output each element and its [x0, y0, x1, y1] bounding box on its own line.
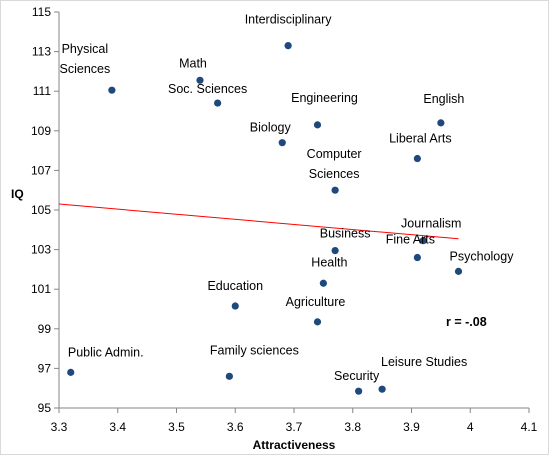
data-point [313, 318, 322, 326]
x-axis-title: Attractiveness [253, 438, 336, 452]
data-point [196, 76, 204, 84]
x-tick-label: 3.5 [168, 420, 185, 434]
y-tick-label: 101 [31, 282, 51, 296]
y-tick-label: 103 [31, 243, 51, 257]
x-tick-label: 4 [467, 420, 474, 434]
y-tick-label: 105 [31, 203, 51, 217]
data-point [331, 186, 339, 194]
data-point [378, 385, 386, 393]
data-point [331, 246, 339, 255]
data-point [284, 42, 292, 50]
x-tick-label: 3.8 [344, 420, 361, 434]
y-tick-label: 95 [38, 401, 52, 415]
y-tick-label: 107 [31, 163, 51, 177]
y-tick-label: 99 [38, 322, 52, 336]
data-point [454, 267, 463, 275]
data-point [278, 139, 286, 147]
x-tick-label: 3.9 [403, 420, 420, 434]
data-point [108, 86, 116, 94]
x-tick-label: 4.1 [521, 420, 538, 434]
x-tick-label: 3.7 [286, 420, 303, 434]
data-point [355, 387, 363, 395]
point-label: Agriculture [286, 295, 346, 309]
data-point [419, 237, 427, 245]
y-axis-title: IQ [11, 187, 24, 201]
point-label: Psychology [450, 249, 515, 263]
point-label: Education [207, 279, 263, 293]
point-label: Engineering [291, 91, 358, 105]
data-point [413, 154, 421, 163]
x-tick-label: 3.4 [109, 420, 126, 434]
point-label: Leisure Studies [381, 355, 467, 369]
y-tick-label: 113 [32, 45, 51, 59]
y-tick-label: 97 [38, 361, 52, 375]
point-label: Liberal Arts [389, 132, 452, 146]
data-point [67, 368, 75, 376]
x-tick-label: 3.3 [51, 420, 68, 434]
point-label: Physical Sciences [60, 42, 111, 76]
point-label: Public Admin. [68, 345, 144, 359]
data-point [225, 372, 233, 380]
data-points [67, 42, 463, 395]
x-axis-ticks: 3.3 3.4 3.5 3.6 3.7 3.8 3.9 4 4.1 [51, 408, 538, 434]
data-point [214, 99, 222, 107]
point-label: Fine Arts [386, 233, 435, 247]
point-labels: Interdisciplinary Physical Sciences Math Soc… [60, 13, 515, 384]
data-point [413, 253, 421, 262]
point-label: English [423, 92, 464, 106]
correlation-annotation: r = -.08 [446, 315, 487, 329]
data-point [319, 279, 327, 287]
x-tick-label: 3.6 [227, 420, 244, 434]
point-label: Health [311, 255, 347, 269]
data-point [231, 302, 239, 310]
point-label: Math [179, 56, 207, 70]
point-label: Computer Sciences [307, 147, 362, 181]
point-label: Family sciences [210, 343, 299, 357]
data-point [313, 121, 322, 129]
y-axis-ticks: 95 97 99 101 103 105 107 109 111 113 115 [31, 5, 59, 415]
point-label: Interdisciplinary [245, 13, 333, 27]
trendline [58, 203, 459, 240]
data-point [437, 119, 445, 127]
y-tick-label: 115 [32, 5, 51, 19]
point-label: Security [334, 369, 380, 383]
point-label: Business [320, 227, 371, 241]
point-label: Soc. Sciences [168, 82, 247, 96]
point-label: Journalism [401, 217, 461, 231]
point-label: Biology [250, 121, 292, 135]
y-tick-label: 111 [33, 84, 52, 98]
y-tick-label: 109 [31, 124, 51, 138]
